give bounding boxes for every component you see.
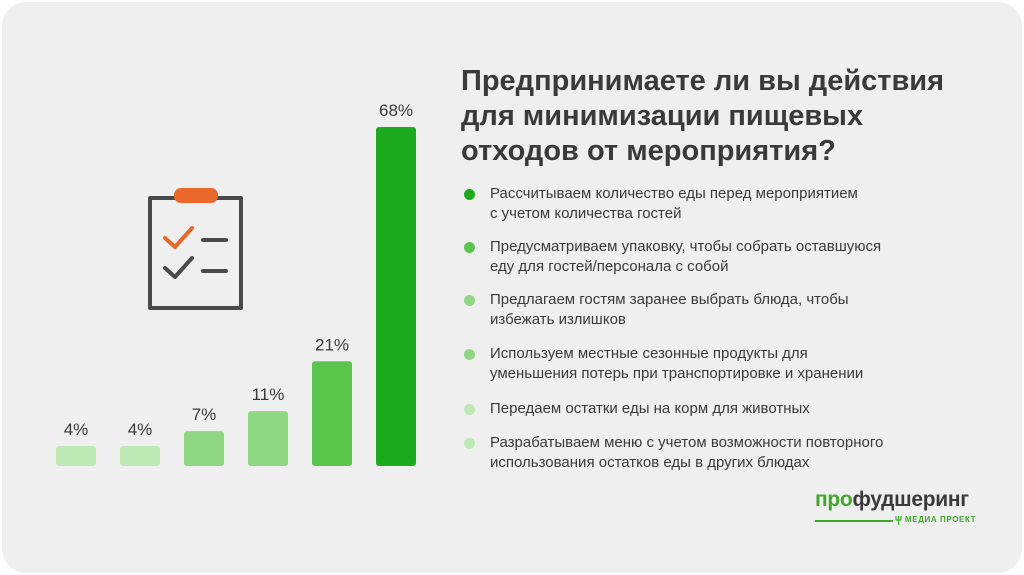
legend-dot: [464, 189, 475, 200]
bar: [184, 431, 224, 466]
legend-label: Предусматриваем упаковку, чтобы собрать …: [490, 238, 882, 255]
title-line: Предпринимаете ли вы действия: [461, 65, 945, 97]
bar: [120, 446, 160, 466]
legend-label: избежать излишков: [490, 311, 626, 328]
legend-label: Передаем остатки еды на корм для животны…: [490, 400, 810, 417]
legend-label: использования остатков еды в других блюд…: [490, 454, 810, 471]
legend-label: Рассчитываем количество еды перед меропр…: [490, 185, 858, 202]
bars-group: 4% 4% 7% 11% 21% 68%: [56, 101, 416, 466]
brand-name-accent: про: [815, 488, 853, 511]
legend-label: уменьшения потерь при транспортировке и …: [490, 365, 864, 382]
bar-value-label: 68%: [379, 101, 413, 120]
bar-value-label: 4%: [128, 420, 153, 439]
brand-rule: [815, 520, 893, 522]
legend-item: Передаем остатки еды на корм для животны…: [461, 399, 1001, 419]
legend: Рассчитываем количество еды перед меропр…: [461, 184, 1001, 473]
title-line: отходов от мероприятия?: [461, 135, 836, 167]
chart-title: Предпринимаете ли вы действия для миними…: [461, 64, 981, 169]
bar-value-label: 11%: [252, 385, 285, 404]
bar: [312, 361, 352, 466]
bar-value-label: 7%: [192, 405, 217, 424]
brand-name: профудшеринг: [815, 488, 969, 512]
bar-value-label: 21%: [315, 335, 349, 354]
legend-dot: [464, 404, 475, 415]
bar: [248, 411, 288, 466]
legend-label: еду для гостей/персонала с собой: [490, 258, 729, 275]
brand-subtitle: МЕДИА ПРОЕКТ: [905, 515, 977, 524]
bar: [56, 446, 96, 466]
legend-label: Предлагаем гостям заранее выбрать блюда,…: [490, 291, 849, 308]
fork-icon: [895, 516, 902, 525]
legend-item: Разрабатываем меню с учетом возможности …: [461, 433, 1001, 473]
legend-item: Предлагаем гостям заранее выбрать блюда,…: [461, 290, 1001, 330]
bar-value-label: 4%: [64, 420, 89, 439]
legend-item: Рассчитываем количество еды перед меропр…: [461, 184, 1001, 224]
bar: [376, 127, 416, 466]
legend-label: Используем местные сезонные продукты для: [490, 345, 808, 362]
legend-item: Предусматриваем упаковку, чтобы собрать …: [461, 237, 1001, 277]
legend-dot: [464, 295, 475, 306]
legend-dot: [464, 242, 475, 253]
legend-item: Используем местные сезонные продукты для…: [461, 344, 1001, 384]
legend-dot: [464, 349, 475, 360]
title-line: для минимизации пищевых: [461, 100, 864, 132]
legend-label: Разрабатываем меню с учетом возможности …: [490, 434, 884, 451]
legend-label: с учетом количества гостей: [490, 205, 682, 222]
clipboard-checklist-icon: [148, 188, 243, 310]
brand-logo: профудшеринг МЕДИА ПРОЕКТ: [815, 488, 976, 526]
brand-name-rest: фудшеринг: [852, 488, 969, 511]
legend-dot: [464, 438, 475, 449]
brand-subtitle-row: МЕДИА ПРОЕКТ: [815, 514, 976, 526]
